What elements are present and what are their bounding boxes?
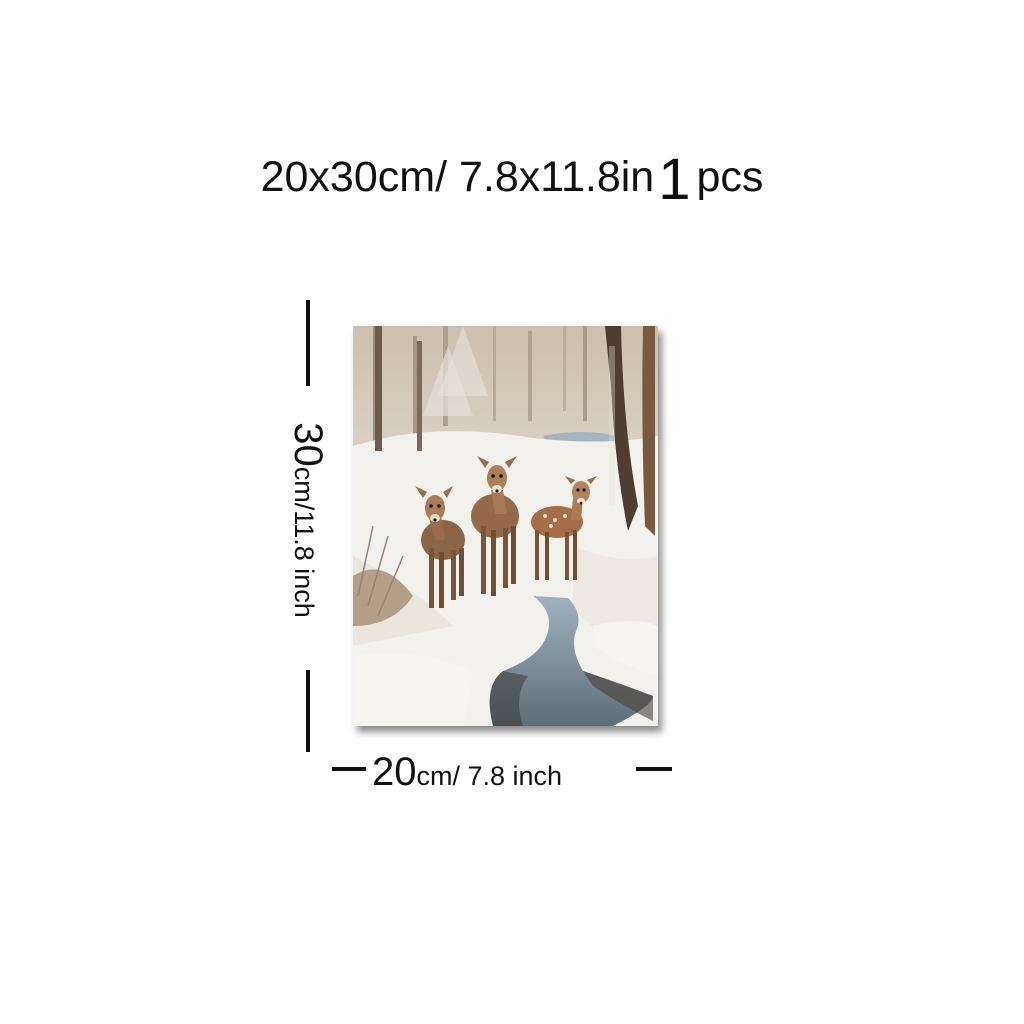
width-value: 20 xyxy=(372,750,417,794)
height-value: 30 xyxy=(286,422,330,467)
width-dimension-line-left xyxy=(332,767,366,771)
height-dimension-label: 30cm/11.8 inch xyxy=(286,422,330,618)
width-unit: cm/ 7.8 inch xyxy=(416,761,563,791)
left-bushes xyxy=(353,525,413,626)
deer-center xyxy=(471,456,519,596)
height-dimension-line-top xyxy=(306,300,310,386)
deer-right xyxy=(531,476,597,580)
size-headline: 20x30cm/ 7.8x11.8in1 pcs xyxy=(0,138,1024,212)
right-trees xyxy=(605,326,655,536)
width-dimension-line-right xyxy=(636,767,672,771)
canvas-painting xyxy=(353,326,658,726)
deer-left xyxy=(415,486,465,608)
width-dimension-label: 20cm/ 7.8 inch xyxy=(372,752,562,792)
height-dimension-line-bottom xyxy=(306,670,310,752)
left-trees xyxy=(375,326,422,451)
piece-count: 1 xyxy=(658,147,691,212)
piece-unit: pcs xyxy=(696,153,764,201)
height-unit: cm/11.8 inch xyxy=(289,466,319,618)
size-text: 20x30cm/ 7.8x11.8in xyxy=(260,153,655,201)
winter-deer-painting xyxy=(353,326,658,726)
